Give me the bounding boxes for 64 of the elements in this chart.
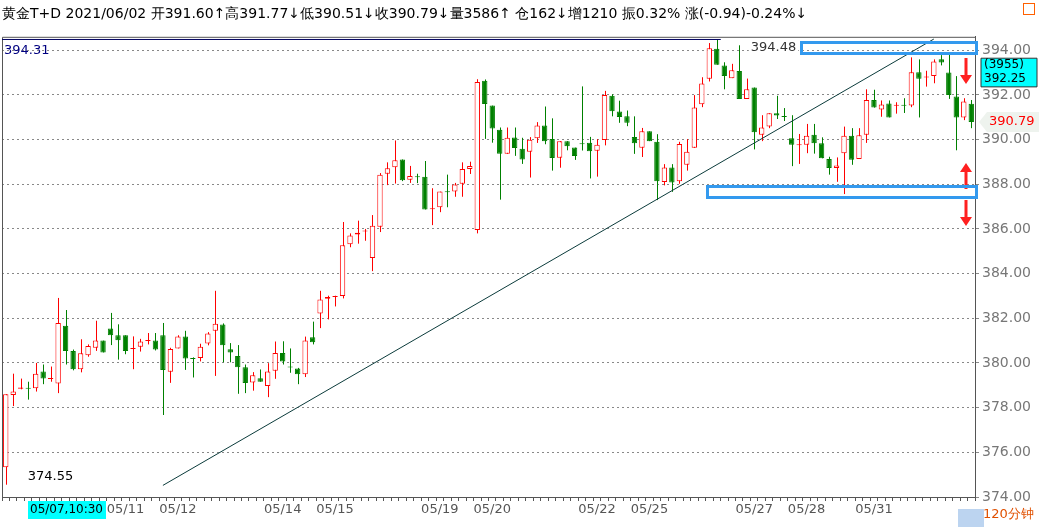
candlestick (317, 290, 323, 329)
candlestick (70, 349, 76, 371)
candlestick (684, 138, 690, 172)
y-tick-label: 394.00 (982, 40, 1031, 57)
x-tick-label: 05/27 (735, 501, 773, 517)
y-tick-label: 374.00 (982, 487, 1031, 504)
candlestick (392, 139, 398, 185)
candlestick (669, 163, 675, 193)
x-tick-label: 05/15 (316, 501, 354, 517)
candlestick (833, 156, 840, 183)
text: 120分钟 (983, 506, 1034, 522)
candlestick (265, 362, 271, 398)
candlestick (811, 123, 817, 155)
x-tick-label: 05/19 (421, 501, 459, 517)
y-tick-label: 384.00 (982, 264, 1031, 281)
candlestick (744, 78, 750, 100)
candlestick (699, 76, 705, 108)
candlestick (594, 138, 600, 178)
y-tick-label: 392.00 (982, 85, 1031, 102)
candlestick (616, 100, 623, 124)
candlestick (916, 58, 922, 118)
y-tick-label: 378.00 (982, 398, 1031, 415)
candlestick (115, 323, 121, 361)
candlestick (609, 93, 615, 117)
y-tick-label: 380.00 (982, 353, 1031, 370)
candlestick (384, 161, 391, 186)
candlestick (40, 364, 46, 385)
annotation: 374.55 (27, 468, 74, 484)
candlestick (639, 127, 645, 158)
candlestick (167, 347, 174, 384)
candlestick (661, 163, 668, 186)
candlestick (856, 127, 862, 160)
text: 392.25 (984, 71, 1026, 86)
annotation: 394.48 (750, 38, 797, 54)
x-tick-label: 05/31 (855, 501, 893, 517)
text: (3955) (984, 57, 1024, 72)
candlestick (309, 321, 316, 345)
candlestick (459, 161, 465, 198)
x-tick-label: 05/22 (578, 501, 616, 517)
candlestick (534, 121, 540, 144)
y-tick-label: 382.00 (982, 308, 1031, 325)
y-tick-label: 388.00 (982, 174, 1031, 191)
chart-title: 黄金T+D 2021/06/02 开391.60↑高391.77↓低390.51↓收390.79↓量3586↑ 仓162↓增1210 振0.32% 涨(-0.94)-0.24%↓ (2, 5, 808, 22)
candlestick (788, 114, 795, 167)
x-tick-label: 05/11 (106, 501, 145, 517)
text: 05/07,10:30 (30, 502, 103, 517)
x-tick-label: 05/14 (263, 501, 302, 517)
x-tick-label: 05/20 (473, 501, 511, 517)
candlestick (47, 366, 54, 383)
candlestick (931, 58, 937, 84)
candlestick (556, 140, 563, 169)
candlestick (549, 117, 555, 172)
candlestick (519, 137, 525, 165)
candlestick (841, 126, 847, 195)
x-tick-label: 05/28 (787, 501, 826, 517)
y-tick-label: 390.00 (982, 130, 1031, 147)
candlestick (272, 341, 278, 380)
candlestick (721, 61, 727, 90)
text: 390.79 (989, 113, 1035, 129)
y-tick-label: 386.00 (982, 219, 1031, 236)
annotation: 394.31 (4, 42, 50, 58)
x-tick-label: 05/12 (159, 501, 197, 517)
y-tick-label: 376.00 (982, 442, 1031, 459)
x-tick-label: 05/25 (630, 501, 669, 517)
